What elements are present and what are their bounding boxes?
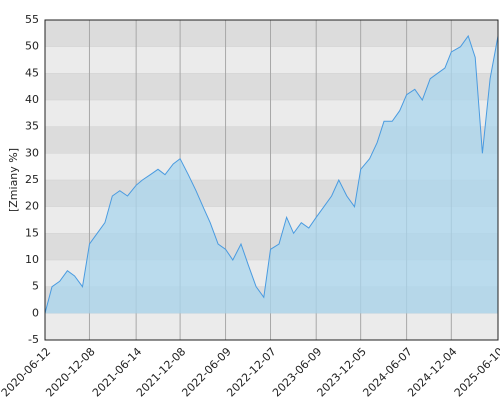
y-axis-label: [Zmiany %]: [7, 148, 20, 212]
y-tick-label: 35: [25, 120, 39, 133]
area: [45, 36, 498, 314]
grid-band: [45, 46, 498, 74]
y-tick-label: 40: [25, 93, 39, 106]
y-tick-label: 20: [25, 200, 39, 213]
y-tick-label: 10: [25, 253, 39, 266]
y-tick-label: 15: [25, 226, 39, 239]
plot-border: [44, 19, 499, 341]
y-tick-label: 50: [25, 40, 39, 53]
y-tick-label: 5: [32, 280, 39, 293]
y-tick-label: 55: [25, 13, 39, 26]
y-tick-label: 25: [25, 173, 39, 186]
y-tick-label: 45: [25, 66, 39, 79]
line: [44, 34, 499, 314]
y-tick-label: 0: [32, 306, 39, 319]
grid-band: [45, 73, 498, 100]
y-tick-label: 30: [25, 146, 39, 159]
y-tick-label: -5: [28, 333, 39, 346]
grid-band: [45, 20, 498, 47]
x-tick-label: 2025-06-10: [452, 345, 500, 399]
grid-band: [45, 313, 498, 340]
